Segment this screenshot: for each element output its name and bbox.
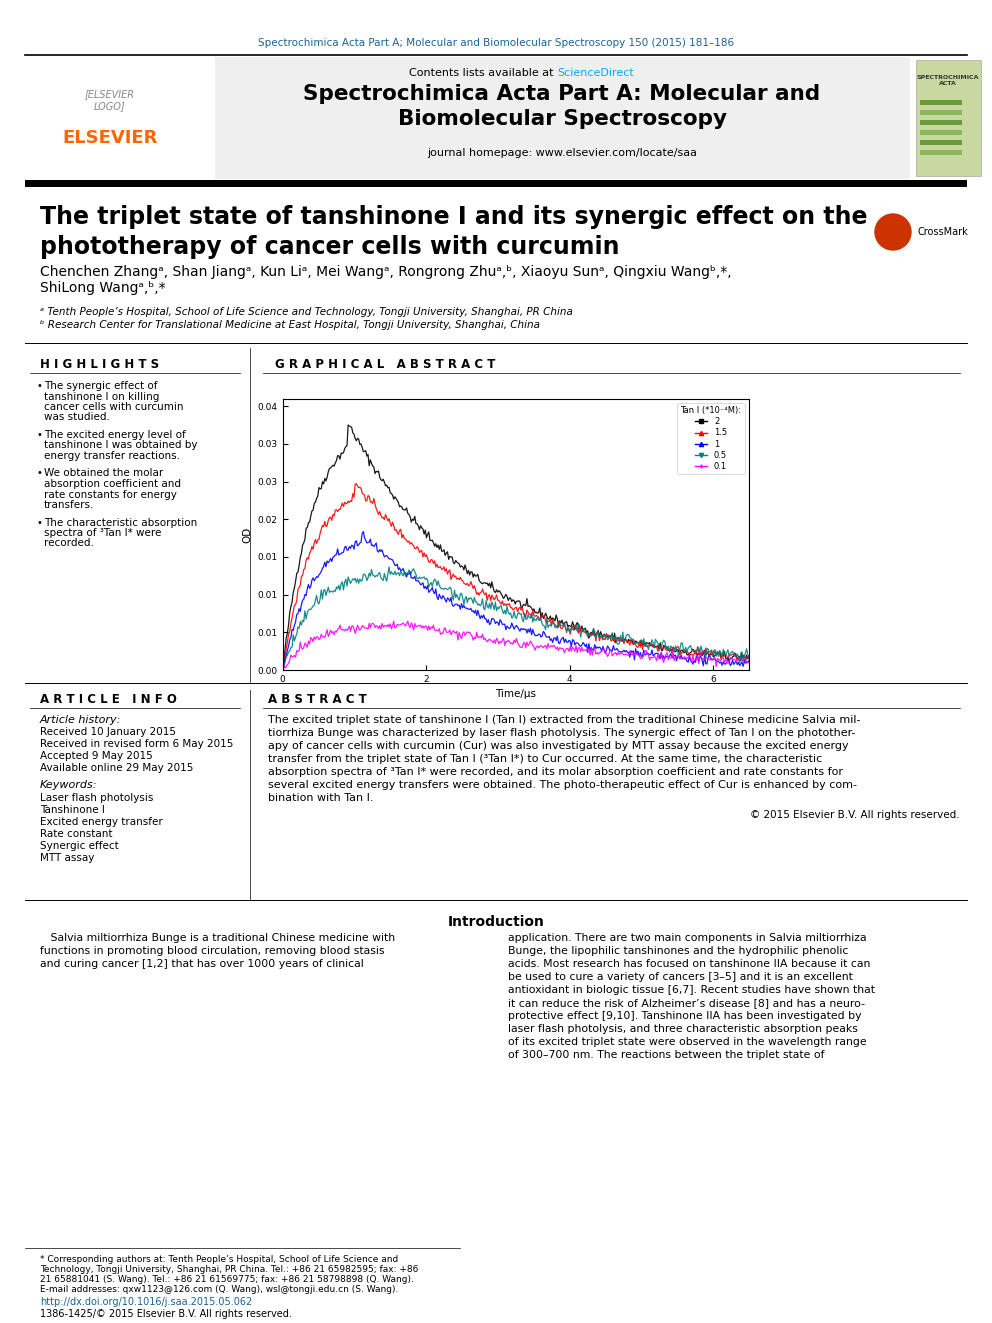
Text: Received 10 January 2015: Received 10 January 2015: [40, 728, 176, 737]
Text: CrossMark: CrossMark: [917, 228, 968, 237]
Text: functions in promoting blood circulation, removing blood stasis: functions in promoting blood circulation…: [40, 946, 385, 957]
Text: Synergic effect: Synergic effect: [40, 841, 119, 851]
Text: 1386-1425/© 2015 Elsevier B.V. All rights reserved.: 1386-1425/© 2015 Elsevier B.V. All right…: [40, 1308, 292, 1319]
Text: H I G H L I G H T S: H I G H L I G H T S: [40, 359, 159, 370]
Text: Available online 29 May 2015: Available online 29 May 2015: [40, 763, 193, 773]
X-axis label: Time/μs: Time/μs: [495, 689, 537, 700]
Text: tanshinone I was obtained by: tanshinone I was obtained by: [44, 441, 197, 451]
Text: Bunge, the lipophilic tanshinones and the hydrophilic phenolic: Bunge, the lipophilic tanshinones and th…: [508, 946, 848, 957]
Text: ᵇ Research Center for Translational Medicine at East Hospital, Tongji University: ᵇ Research Center for Translational Medi…: [40, 320, 540, 329]
Text: •: •: [36, 381, 42, 392]
Text: Salvia miltiorrhiza Bunge is a traditional Chinese medicine with: Salvia miltiorrhiza Bunge is a tradition…: [40, 933, 395, 943]
Text: ELSEVIER: ELSEVIER: [62, 130, 158, 147]
Text: Accepted 9 May 2015: Accepted 9 May 2015: [40, 751, 153, 761]
Bar: [920, 140, 962, 146]
Text: of 300–700 nm. The reactions between the triplet state of: of 300–700 nm. The reactions between the…: [508, 1050, 824, 1060]
Bar: [215, 57, 910, 179]
Bar: [30, 62, 210, 152]
Text: journal homepage: www.elsevier.com/locate/saa: journal homepage: www.elsevier.com/locat…: [427, 148, 697, 157]
Bar: [920, 110, 962, 115]
Text: Spectrochimica Acta Part A; Molecular and Biomolecular Spectroscopy 150 (2015) 1: Spectrochimica Acta Part A; Molecular an…: [258, 38, 734, 48]
Text: recorded.: recorded.: [44, 538, 94, 549]
Bar: [920, 101, 962, 105]
Text: •: •: [36, 468, 42, 479]
Text: acids. Most research has focused on tanshinone IIA because it can: acids. Most research has focused on tans…: [508, 959, 870, 968]
Text: Received in revised form 6 May 2015: Received in revised form 6 May 2015: [40, 740, 233, 749]
Text: [ELSEVIER
LOGO]: [ELSEVIER LOGO]: [85, 89, 135, 111]
Text: •: •: [36, 517, 42, 528]
Bar: [920, 130, 962, 135]
Text: antioxidant in biologic tissue [6,7]. Recent studies have shown that: antioxidant in biologic tissue [6,7]. Re…: [508, 986, 875, 995]
Text: ShiLong Wangᵃ,ᵇ,*: ShiLong Wangᵃ,ᵇ,*: [40, 280, 166, 295]
Text: SPECTROCHIMICA
ACTA: SPECTROCHIMICA ACTA: [917, 75, 979, 86]
Text: http://dx.doi.org/10.1016/j.saa.2015.05.062: http://dx.doi.org/10.1016/j.saa.2015.05.…: [40, 1297, 252, 1307]
Text: be used to cure a variety of cancers [3–5] and it is an excellent: be used to cure a variety of cancers [3–…: [508, 972, 853, 982]
Text: Keywords:: Keywords:: [40, 781, 97, 790]
Text: Contents lists available at: Contents lists available at: [409, 67, 557, 78]
Text: Laser flash photolysis: Laser flash photolysis: [40, 792, 154, 803]
Text: ✕: ✕: [886, 224, 901, 241]
Text: Rate constant: Rate constant: [40, 830, 112, 839]
Text: tanshinone I on killing: tanshinone I on killing: [44, 392, 160, 401]
Text: The triplet state of tanshinone I and its synergic effect on the
phototherapy of: The triplet state of tanshinone I and it…: [40, 205, 867, 259]
Text: Introduction: Introduction: [447, 916, 545, 929]
Text: it can reduce the risk of Alzheimer’s disease [8] and has a neuro-: it can reduce the risk of Alzheimer’s di…: [508, 998, 865, 1008]
Text: •: •: [36, 430, 42, 441]
Text: The excited energy level of: The excited energy level of: [44, 430, 186, 441]
Text: Tanshinone I: Tanshinone I: [40, 804, 105, 815]
Text: spectra of ³Tan I* were: spectra of ³Tan I* were: [44, 528, 162, 538]
Text: * Corresponding authors at: Tenth People’s Hospital, School of Life Science and: * Corresponding authors at: Tenth People…: [40, 1256, 398, 1263]
Text: cancer cells with curcumin: cancer cells with curcumin: [44, 402, 184, 411]
Text: was studied.: was studied.: [44, 413, 110, 422]
Text: application. There are two main components in Salvia miltiorrhiza: application. There are two main componen…: [508, 933, 867, 943]
Text: Spectrochimica Acta Part A: Molecular and
Biomolecular Spectroscopy: Spectrochimica Acta Part A: Molecular an…: [304, 83, 820, 128]
Text: © 2015 Elsevier B.V. All rights reserved.: © 2015 Elsevier B.V. All rights reserved…: [750, 810, 960, 820]
Text: Article history:: Article history:: [40, 714, 121, 725]
Bar: [920, 120, 962, 124]
Text: bination with Tan I.: bination with Tan I.: [268, 792, 374, 803]
Text: G R A P H I C A L   A B S T R A C T: G R A P H I C A L A B S T R A C T: [275, 359, 495, 370]
Text: absorption spectra of ³Tan I* were recorded, and its molar absorption coefficien: absorption spectra of ³Tan I* were recor…: [268, 767, 843, 777]
Text: Chenchen Zhangᵃ, Shan Jiangᵃ, Kun Liᵃ, Mei Wangᵃ, Rongrong Zhuᵃ,ᵇ, Xiaoyu Sunᵃ, : Chenchen Zhangᵃ, Shan Jiangᵃ, Kun Liᵃ, M…: [40, 265, 732, 279]
Text: apy of cancer cells with curcumin (Cur) was also investigated by MTT assay becau: apy of cancer cells with curcumin (Cur) …: [268, 741, 848, 751]
Bar: [25, 180, 967, 187]
Text: of its excited triplet state were observed in the wavelength range: of its excited triplet state were observ…: [508, 1037, 867, 1046]
Bar: [916, 60, 981, 176]
Text: MTT assay: MTT assay: [40, 853, 94, 863]
Circle shape: [875, 214, 911, 250]
Y-axis label: OD: OD: [242, 527, 252, 542]
Text: The excited triplet state of tanshinone I (Tan I) extracted from the traditional: The excited triplet state of tanshinone …: [268, 714, 860, 725]
Text: Excited energy transfer: Excited energy transfer: [40, 818, 163, 827]
Text: A B S T R A C T: A B S T R A C T: [268, 693, 367, 706]
Text: The characteristic absorption: The characteristic absorption: [44, 517, 197, 528]
Text: transfer from the triplet state of Tan I (³Tan I*) to Cur occurred. At the same : transfer from the triplet state of Tan I…: [268, 754, 822, 763]
Text: tiorrhiza Bunge was characterized by laser flash photolysis. The synergic effect: tiorrhiza Bunge was characterized by las…: [268, 728, 855, 738]
Bar: [920, 149, 962, 155]
Text: absorption coefficient and: absorption coefficient and: [44, 479, 181, 490]
Legend: 2, 1.5, 1, 0.5, 0.1: 2, 1.5, 1, 0.5, 0.1: [678, 404, 745, 474]
Text: ᵃ Tenth People’s Hospital, School of Life Science and Technology, Tongji Univers: ᵃ Tenth People’s Hospital, School of Lif…: [40, 307, 572, 318]
Text: ScienceDirect: ScienceDirect: [557, 67, 634, 78]
Text: rate constants for energy: rate constants for energy: [44, 490, 177, 500]
Text: We obtained the molar: We obtained the molar: [44, 468, 164, 479]
Text: protective effect [9,10]. Tanshinone IIA has been investigated by: protective effect [9,10]. Tanshinone IIA…: [508, 1011, 861, 1021]
Text: energy transfer reactions.: energy transfer reactions.: [44, 451, 180, 460]
Text: A R T I C L E   I N F O: A R T I C L E I N F O: [40, 693, 177, 706]
Text: and curing cancer [1,2] that has over 1000 years of clinical: and curing cancer [1,2] that has over 10…: [40, 959, 364, 968]
Text: several excited energy transfers were obtained. The photo-therapeutic effect of : several excited energy transfers were ob…: [268, 781, 857, 790]
Text: 21 65881041 (S. Wang). Tel.: +86 21 61569775; fax: +86 21 58798898 (Q. Wang).: 21 65881041 (S. Wang). Tel.: +86 21 6156…: [40, 1275, 414, 1285]
Text: The synergic effect of: The synergic effect of: [44, 381, 158, 392]
Text: Technology, Tongji University, Shanghai, PR China. Tel.: +86 21 65982595; fax: +: Technology, Tongji University, Shanghai,…: [40, 1265, 419, 1274]
Text: transfers.: transfers.: [44, 500, 94, 509]
Text: laser flash photolysis, and three characteristic absorption peaks: laser flash photolysis, and three charac…: [508, 1024, 858, 1035]
Text: E-mail addresses: qxw1123@126.com (Q. Wang), wsl@tongji.edu.cn (S. Wang).: E-mail addresses: qxw1123@126.com (Q. Wa…: [40, 1285, 399, 1294]
